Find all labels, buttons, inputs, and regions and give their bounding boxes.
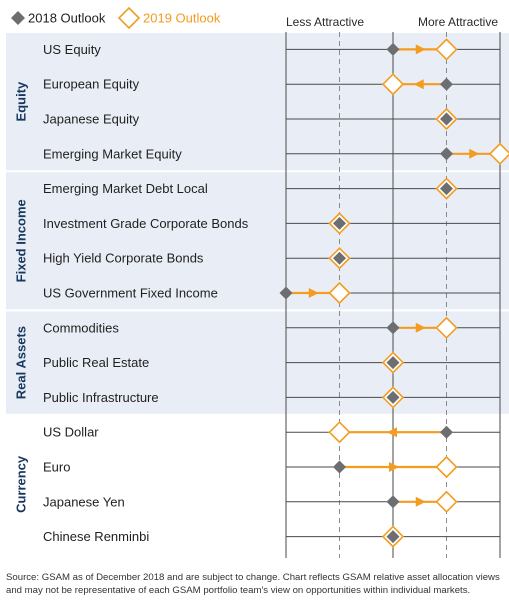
row-labels: US Equity European Equity Japanese Equity E… [43,42,249,544]
row-label-public-real-estate: Public Real Estate [43,355,149,370]
marker-2019-us-dollar [328,421,351,444]
marker-2018-european-equity [440,77,453,91]
marker-2019-us-government-fixed-income [328,281,351,305]
marker-2018-public-real-estate [386,356,400,370]
more-attractive-label: More Attractive [418,15,498,29]
marker-2018-public-infrastructure [386,390,400,404]
legend-2019-label: 2019 Outlook [143,11,221,26]
marker-2019-commodities [435,316,458,339]
marker-2018-us-dollar [440,425,453,439]
change-arrow-japanese-yen [415,496,426,507]
change-arrow-emerging-market-equity [469,148,480,159]
change-arrow-european-equity [413,79,424,90]
marker-2018-chinese-renminbi [386,530,400,544]
marker-2018-commodities [386,321,400,335]
marker-2018-japanese-equity [440,112,453,126]
row-label-public-infrastructure: Public Infrastructure [43,390,159,405]
marker-2018-japanese-yen [386,495,400,509]
marker-2018-high-yield-corporate-bonds [333,251,346,265]
row-label-emerging-market-equity: Emerging Market Equity [43,146,182,161]
source-note: Source: GSAM as of December 2018 and are… [6,572,500,596]
marker-2018-us-government-fixed-income [279,286,293,300]
row-label-euro: Euro [43,460,70,475]
legend-2019-diamond [117,6,141,30]
marker-2018-euro [333,460,346,474]
change-arrow-commodities [415,322,426,333]
change-arrow-us-equity [415,44,426,55]
row-label-japanese-equity: Japanese Equity [43,112,140,127]
marker-2019-us-equity [435,38,458,61]
marker-2019-european-equity [381,73,405,96]
less-attractive-label: Less Attractive [286,15,364,29]
row-label-commodities: Commodities [43,320,119,335]
marker-2018-emerging-market-equity [440,147,453,161]
group-label-equity: Equity [13,81,28,121]
outlook-markers [279,38,509,548]
change-arrow-us-government-fixed-income [308,288,319,298]
row-label-us-government-fixed-income: US Government Fixed Income [43,286,218,301]
marker-2018-investment-grade-corporate-bonds [333,216,346,230]
marker-2019-japanese-yen [435,490,458,513]
group-labels: Equity Fixed Income Real Assets Currency [13,81,28,513]
group-band-fixed-income [6,171,509,311]
row-label-us-equity: US Equity [43,42,101,57]
change-arrow-euro [389,462,399,472]
row-label-european-equity: European Equity [43,77,140,92]
group-label-fixed-income: Fixed Income [13,199,28,282]
marker-2019-emerging-market-equity [488,142,509,165]
legend: 2018 Outlook 2019 Outlook [11,6,221,30]
group-label-real-assets: Real Assets [13,326,28,399]
row-label-us-dollar: US Dollar [43,425,99,440]
group-label-currency: Currency [13,455,28,513]
marker-2018-us-equity [386,42,400,56]
legend-2018-diamond [11,11,25,25]
row-label-investment-grade-corporate-bonds: Investment Grade Corporate Bonds [43,216,249,231]
row-label-high-yield-corporate-bonds: High Yield Corporate Bonds [43,251,204,266]
marker-2018-emerging-market-debt-local [440,182,453,196]
row-label-chinese-renminbi: Chinese Renminbi [43,529,149,544]
marker-2019-euro [435,455,458,479]
change-arrow-us-dollar [387,427,397,438]
group-band-equity [6,32,509,172]
row-label-japanese-yen: Japanese Yen [43,494,125,509]
legend-2018-label: 2018 Outlook [28,11,106,26]
row-label-emerging-market-debt-local: Emerging Market Debt Local [43,181,208,196]
